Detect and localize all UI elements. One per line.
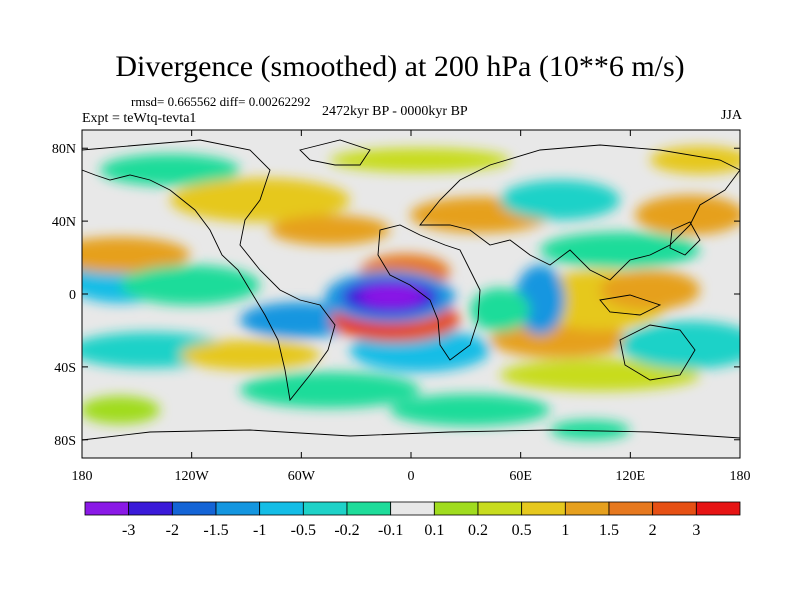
colorbar-swatch <box>433 501 479 516</box>
divergence-field <box>82 146 740 440</box>
y-tick-label: 80S <box>54 434 76 449</box>
experiment-label: Expt = teWtq-tevta1 <box>82 111 197 126</box>
y-tick-label: 40N <box>52 215 76 230</box>
colorbar-swatch <box>302 501 348 516</box>
x-tick-label: 120W <box>175 469 210 484</box>
colorbar-swatch <box>215 501 261 516</box>
colorbar-label: 0.5 <box>512 522 532 539</box>
colorbar-label: -0.2 <box>334 522 359 539</box>
colorbar-label: 3 <box>692 522 700 539</box>
colorbar: -3 -2 -1.5 -1 -0.5 -0.2 -0.1 0.1 0.2 0.5 1 1.5 2 3 <box>84 501 741 539</box>
y-tick-label: 40S <box>54 361 76 376</box>
colorbar-label: 0.1 <box>424 522 444 539</box>
x-tick-label: 0 <box>408 469 415 484</box>
x-tick-label: 180 <box>72 469 93 484</box>
x-tick-label: 60W <box>288 469 316 484</box>
colorbar-swatch <box>259 501 304 516</box>
x-tick-label: 120E <box>616 469 646 484</box>
colorbar-swatch <box>84 501 130 516</box>
period-label: 2472kyr BP - 0000kyr BP <box>322 104 468 119</box>
colorbar-swatch <box>390 501 435 516</box>
colorbar-swatch <box>128 501 173 516</box>
colorbar-label: -3 <box>122 522 135 539</box>
colorbar-label: 1.5 <box>599 522 619 539</box>
colorbar-label: -1.5 <box>203 522 228 539</box>
colorbar-label: 0.2 <box>468 522 488 539</box>
y-tick-label: 0 <box>69 288 76 303</box>
colorbar-label: -2 <box>166 522 179 539</box>
y-axis: 80N 40N 0 40S 80S <box>52 142 740 449</box>
stats-label: rmsd= 0.665562 diff= 0.00262292 <box>131 94 311 109</box>
colorbar-swatch <box>521 501 566 516</box>
colorbar-label: 1 <box>561 522 569 539</box>
x-tick-label: 180 <box>730 469 751 484</box>
colorbar-label: 2 <box>649 522 657 539</box>
coastlines <box>82 139 740 441</box>
colorbar-label: -0.1 <box>378 522 403 539</box>
colorbar-swatch <box>477 501 523 516</box>
colorbar-label: -0.5 <box>291 522 316 539</box>
x-tick-label: 60E <box>509 469 532 484</box>
chart-title: Divergence (smoothed) at 200 hPa (10**6 … <box>115 50 685 83</box>
colorbar-swatch <box>171 501 217 516</box>
colorbar-swatch <box>652 501 697 516</box>
colorbar-swatch <box>564 501 610 516</box>
season-label: JJA <box>720 108 742 123</box>
colorbar-swatch <box>695 501 741 516</box>
y-tick-label: 80N <box>52 142 76 157</box>
x-axis: 180 120W 60W 0 60E 120E 180 <box>72 130 751 484</box>
colorbar-swatch <box>608 501 654 516</box>
colorbar-swatch <box>346 501 392 516</box>
colorbar-label: -1 <box>253 522 266 539</box>
